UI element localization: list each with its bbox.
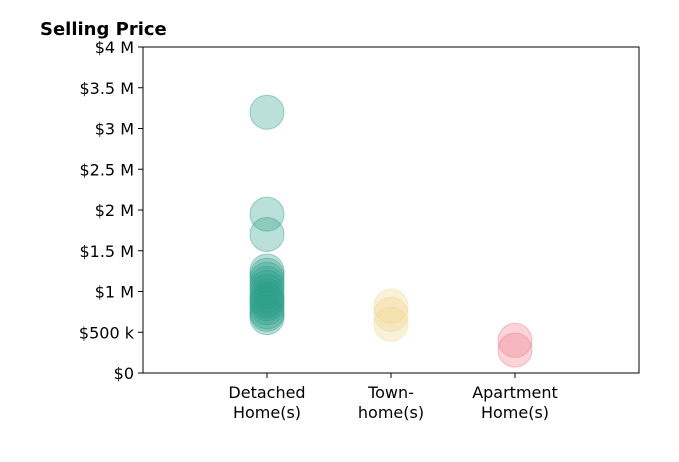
- x-tick-label: Apartment: [472, 383, 558, 402]
- y-tick-label: $1.5 M: [79, 242, 134, 261]
- data-point: [249, 257, 285, 293]
- data-point: [249, 253, 285, 289]
- data-point: [497, 332, 533, 368]
- data-point: [249, 282, 285, 318]
- data-point: [249, 261, 285, 297]
- y-tick-label: $1 M: [95, 283, 134, 302]
- data-point: [249, 300, 285, 336]
- x-axis: DetachedHome(s)Town-home(s)ApartmentHome…: [228, 373, 558, 422]
- y-tick-label: $500 k: [79, 323, 135, 342]
- data-point: [249, 294, 285, 330]
- data-point: [249, 286, 285, 322]
- x-tick-label: Town-: [367, 383, 414, 402]
- y-tick-label: $3 M: [95, 120, 134, 139]
- data-point: [249, 94, 285, 130]
- data-point: [249, 283, 285, 319]
- x-tick-label: Home(s): [233, 403, 301, 422]
- y-tick-label: $0: [114, 364, 134, 383]
- data-point: [249, 278, 285, 314]
- data-point: [373, 306, 409, 342]
- y-tick-label: $2.5 M: [79, 160, 134, 179]
- data-point: [249, 296, 285, 332]
- x-tick-label: Detached: [228, 383, 305, 402]
- y-tick-label: $2 M: [95, 201, 134, 220]
- data-point: [373, 296, 409, 332]
- data-point: [249, 216, 285, 252]
- data-points: [249, 94, 533, 368]
- y-tick-label: $3.5 M: [79, 79, 134, 98]
- data-point: [249, 265, 285, 301]
- y-axis: $0 $500 k $1 M $1.5 M $2 M $2.5 M $3 M $3.5 M $4…: [79, 38, 143, 383]
- data-point: [249, 196, 285, 232]
- data-point: [249, 269, 285, 305]
- data-point: [373, 288, 409, 324]
- chart-title: Selling Price: [40, 19, 167, 40]
- x-tick-label: Home(s): [481, 403, 549, 422]
- data-point: [497, 322, 533, 358]
- y-tick-label: $4 M: [95, 38, 134, 57]
- x-tick-label: home(s): [358, 403, 424, 422]
- data-point: [249, 290, 285, 326]
- data-point: [249, 274, 285, 309]
